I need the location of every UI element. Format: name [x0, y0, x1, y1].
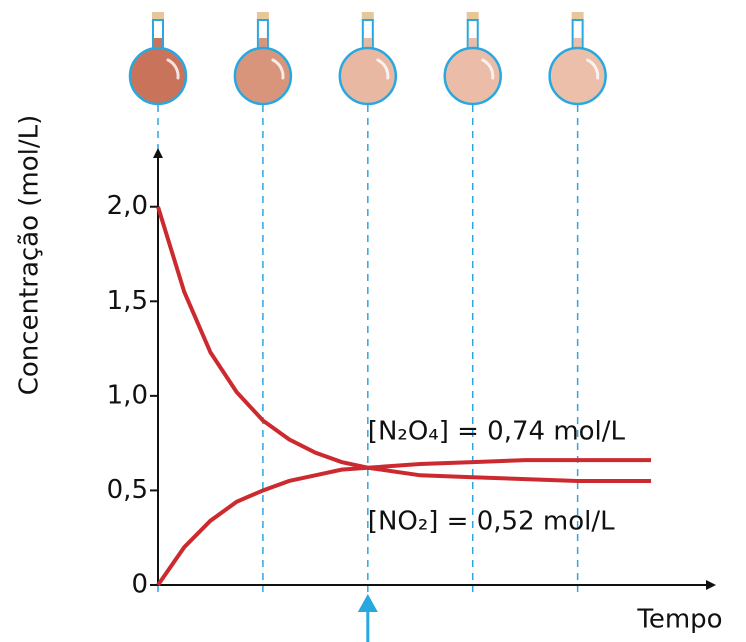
y-tick-label: 2,0 — [107, 191, 148, 221]
flask-shine — [376, 58, 390, 80]
line — [156, 206, 652, 483]
y-tick-label: 1,0 — [107, 380, 148, 410]
flask-stopper — [466, 12, 479, 21]
y-axis-label: Concentração (mol/L) — [15, 115, 45, 396]
line-annotation: [NO₂] = 0,52 mol/L — [368, 507, 615, 537]
flask-neck-liquid — [154, 38, 162, 52]
line — [156, 458, 652, 587]
flask-stopper — [152, 12, 164, 21]
flask-neck-liquid — [468, 38, 477, 52]
y-tick-label: 0,5 — [107, 475, 148, 505]
flask-neck-liquid — [258, 38, 267, 52]
flask-shine — [481, 58, 495, 80]
flask-shine — [166, 58, 180, 80]
flask-stopper — [571, 12, 584, 21]
line-annotation: [N₂O₄] = 0,74 mol/L — [368, 417, 626, 447]
flask-shine — [271, 58, 285, 80]
flask-neck-liquid — [573, 38, 582, 52]
flask-neck-liquid — [363, 38, 372, 52]
flask-stopper — [361, 12, 374, 21]
flask-stopper — [256, 12, 269, 21]
y-tick-label: 0 — [131, 570, 148, 600]
y-tick-label: 1,5 — [107, 286, 148, 316]
equilibrium-arrowhead — [357, 594, 378, 612]
flask-shine — [586, 58, 600, 80]
x-axis-label: Tempo — [636, 605, 722, 635]
